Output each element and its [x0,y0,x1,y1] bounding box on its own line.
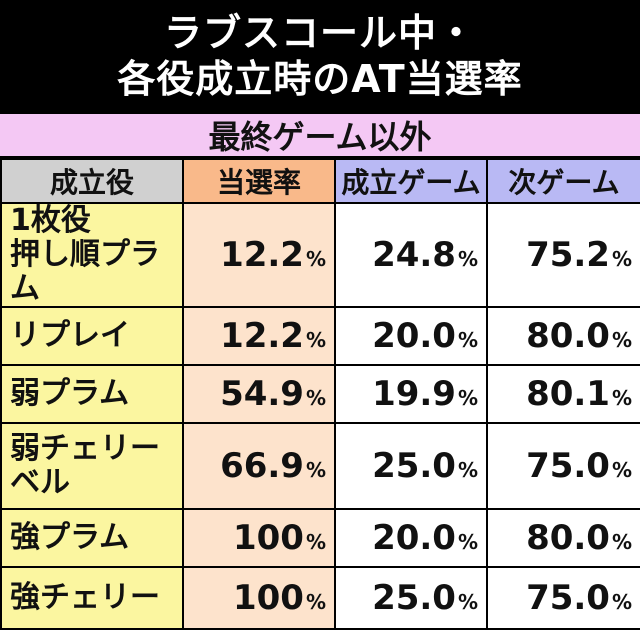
next-game-value-number: 75.2 [526,235,610,275]
next-game-value-number: 80.1 [526,374,610,414]
percent-unit: % [305,458,326,482]
percent-unit: % [611,386,632,410]
next-game-value-number: 80.0 [526,518,610,558]
row-label-line-1: 弱プラム [10,376,130,411]
table-header-row: 成立役 当選率 成立ゲーム 次ゲーム [0,158,640,204]
rate-value-number: 54.9 [220,374,304,414]
percent-unit: % [457,530,478,554]
seiritsu-game-value-number: 24.8 [372,235,456,275]
percent-unit: % [457,328,478,352]
next-game-value-number: 75.0 [526,446,610,486]
seiritsu-game-value-number: 20.0 [372,316,456,356]
rate-value: 12.2% [182,202,336,308]
next-game-value-number: 75.0 [526,578,610,618]
seiritsu-game-value: 20.0% [334,306,488,366]
row-label-line-1: 弱チェリー [10,431,160,466]
seiritsu-game-value: 24.8% [334,202,488,308]
seiritsu-game-value: 25.0% [334,566,488,630]
rate-value: 66.9% [182,422,336,510]
rate-value: 100% [182,508,336,568]
page-title: ラブスコール中・ 各役成立時のAT当選率 [0,0,640,112]
rate-value: 54.9% [182,364,336,424]
row-label-line-1: 強プラム [10,520,130,555]
percent-unit: % [611,530,632,554]
table-row: 弱プラム 54.9% 19.9% 80.1% [0,364,640,424]
row-label: 弱チェリー ベル [0,422,184,510]
next-game-value: 75.0% [486,566,640,630]
row-label-line-1: 強チェリー [10,580,160,615]
table-row: 弱チェリー ベル 66.9% 25.0% 75.0% [0,422,640,510]
rate-value: 12.2% [182,306,336,366]
table-row: リプレイ 12.2% 20.0% 80.0% [0,306,640,366]
row-label: 1枚役 押し順プラム [0,202,184,308]
next-game-value: 80.0% [486,508,640,568]
row-label-line-1: 1枚役 [10,203,91,238]
seiritsu-game-value: 19.9% [334,364,488,424]
percent-unit: % [305,247,326,271]
seiritsu-game-value-number: 20.0 [372,518,456,558]
percent-unit: % [305,386,326,410]
table-row: 強チェリー 100% 25.0% 75.0% [0,566,640,630]
percent-unit: % [611,247,632,271]
col-header-seiritsu-game: 成立ゲーム [334,158,488,204]
title-line-1: ラブスコール中・ [163,11,476,55]
seiritsu-game-value: 25.0% [334,422,488,510]
row-label-line-1: リプレイ [10,318,130,353]
percent-unit: % [457,247,478,271]
rate-value-number: 100 [232,578,304,618]
next-game-value: 75.0% [486,422,640,510]
seiritsu-game-value-number: 25.0 [372,578,456,618]
rate-value-number: 66.9 [220,446,304,486]
title-line-2: 各役成立時のAT当選率 [117,57,523,101]
rate-value: 100% [182,566,336,630]
col-header-rate: 当選率 [182,158,336,204]
percent-unit: % [457,458,478,482]
next-game-value: 80.0% [486,306,640,366]
row-label: 弱プラム [0,364,184,424]
table-subheader: 最終ゲーム以外 [0,112,640,158]
percent-unit: % [305,590,326,614]
row-label-line-2: ベル [10,465,70,500]
percent-unit: % [611,458,632,482]
percent-unit: % [305,328,326,352]
at-rate-table: 成立役 当選率 成立ゲーム 次ゲーム 1枚役 押し順プラム 12.2% 24.8% 75… [0,158,640,630]
row-label: 強チェリー [0,566,184,630]
col-header-role: 成立役 [0,158,184,204]
seiritsu-game-value-number: 19.9 [372,374,456,414]
rate-value-number: 12.2 [220,316,304,356]
percent-unit: % [611,328,632,352]
rate-value-number: 12.2 [220,235,304,275]
row-label: リプレイ [0,306,184,366]
percent-unit: % [305,530,326,554]
rate-value-number: 100 [232,518,304,558]
seiritsu-game-value-number: 25.0 [372,446,456,486]
table-row: 強プラム 100% 20.0% 80.0% [0,508,640,568]
row-label-line-2: 押し順プラム [10,237,160,306]
next-game-value: 80.1% [486,364,640,424]
percent-unit: % [611,590,632,614]
next-game-value-number: 80.0 [526,316,610,356]
col-header-next-game: 次ゲーム [486,158,640,204]
table-row: 1枚役 押し順プラム 12.2% 24.8% 75.2% [0,202,640,308]
next-game-value: 75.2% [486,202,640,308]
row-label: 強プラム [0,508,184,568]
percent-unit: % [457,386,478,410]
seiritsu-game-value: 20.0% [334,508,488,568]
percent-unit: % [457,590,478,614]
